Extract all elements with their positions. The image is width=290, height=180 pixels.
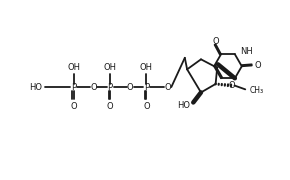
Text: O: O [91, 83, 97, 92]
Text: OH: OH [68, 63, 80, 72]
Text: O: O [143, 102, 150, 111]
Text: OH: OH [104, 63, 117, 72]
Text: O: O [71, 102, 77, 111]
Text: HO: HO [29, 83, 42, 92]
Text: CH₃: CH₃ [250, 86, 264, 95]
Text: O: O [127, 83, 133, 92]
Text: P: P [71, 83, 77, 92]
Text: O: O [107, 102, 113, 111]
Text: P: P [108, 83, 113, 92]
Text: O: O [229, 81, 235, 90]
Text: O: O [255, 61, 262, 70]
Text: NH: NH [240, 47, 253, 56]
Text: O: O [212, 37, 219, 46]
Text: OH: OH [140, 63, 153, 72]
Text: O: O [164, 83, 171, 92]
Text: HO: HO [177, 101, 190, 110]
Text: P: P [144, 83, 149, 92]
